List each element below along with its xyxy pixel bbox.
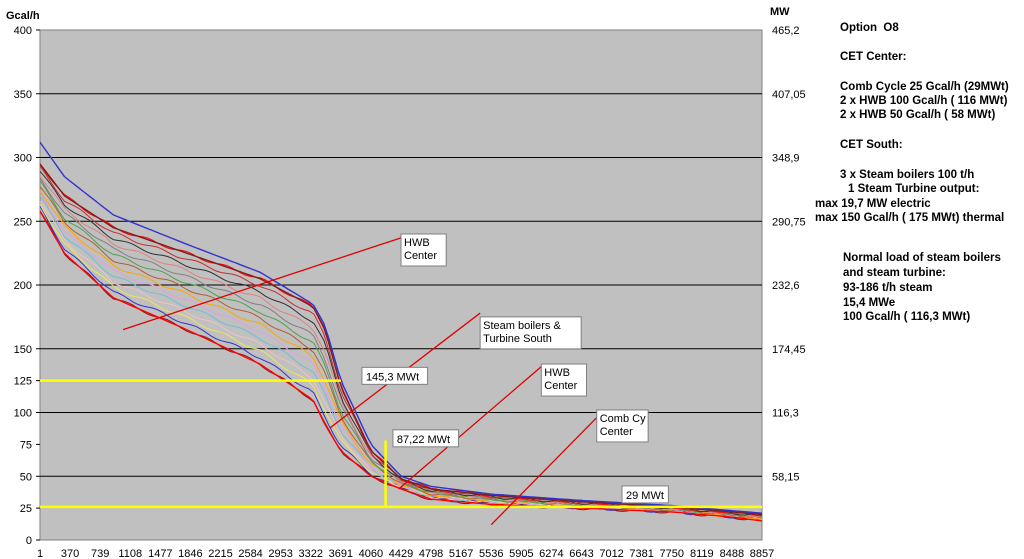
y-tick-label: 75	[20, 439, 32, 451]
right-tick-label: 348,9	[772, 153, 800, 165]
y-tick-label: 0	[26, 535, 32, 547]
annotations: 145,3 MWt 87,22 MWt 29 MWt	[361, 366, 669, 504]
right-axis-ticks: 465,2 407,05 348,9 290,75 232,6 174,45 116,3 58…	[772, 25, 806, 483]
center-line-3: 2 x HWB 50 Gcal/h ( 58 MWt)	[840, 109, 996, 121]
cet-center-heading: CET Center:	[840, 51, 907, 63]
series-line	[39, 210, 763, 522]
callout-box	[400, 233, 447, 267]
x-tick-label: 4429	[389, 548, 413, 559]
south-line-2: 1 Steam Turbine output:	[848, 183, 980, 195]
annotation-text: 145,3 MWt	[366, 371, 419, 383]
right-tick-label: 407,05	[772, 89, 806, 101]
y-tick-label: 25	[20, 503, 32, 515]
x-tick-label: 3322	[299, 548, 323, 559]
normal-line-5: 100 Gcal/h ( 116,3 MWt)	[843, 311, 971, 323]
left-axis-label: Gcal/h	[6, 10, 40, 22]
y-tick-label: 200	[14, 280, 32, 292]
series-line	[39, 163, 763, 516]
south-line-3: max 19,7 MW electric	[815, 198, 931, 210]
callout-text: Turbine South	[483, 333, 552, 345]
right-tick-label: 174,45	[772, 344, 806, 356]
annotation-text: 87,22 MWt	[397, 434, 450, 446]
callout-text: Comb Cy	[600, 413, 646, 425]
x-tick-label: 739	[91, 548, 109, 559]
x-tick-label: 1846	[178, 548, 202, 559]
x-tick-label: 7750	[660, 548, 684, 559]
x-tick-label: 3691	[329, 548, 353, 559]
series-line	[39, 141, 763, 514]
curves	[39, 141, 763, 522]
cet-south-heading: CET South:	[840, 139, 903, 151]
x-tick-label: 4798	[419, 548, 443, 559]
x-tick-label: 5905	[509, 548, 533, 559]
x-tick-label: 370	[61, 548, 79, 559]
reference-lines	[40, 379, 762, 509]
annotation-box	[361, 366, 429, 385]
center-line-2: 2 x HWB 100 Gcal/h ( 116 MWt)	[840, 95, 1008, 107]
callout-text: HWB	[544, 367, 570, 379]
y-tick-label: 125	[14, 376, 32, 388]
normal-line-3: 93-186 t/h steam	[843, 282, 933, 294]
x-tick-label: 6643	[569, 548, 593, 559]
left-axis-ticks: 0 25 50 75 100 125 150 200 250 300 350 400	[14, 25, 40, 547]
callout-text: HWB	[404, 237, 430, 249]
annotation-box	[392, 429, 460, 448]
callout-leader	[122, 237, 402, 331]
x-tick-label: 8119	[690, 548, 714, 559]
y-tick-label: 350	[14, 89, 32, 101]
series-line	[39, 177, 763, 519]
callout-box	[596, 409, 649, 443]
south-line-1: 3 x Steam boilers 100 t/h	[840, 169, 975, 181]
x-tick-label: 1108	[118, 548, 142, 559]
x-tick-label: 1477	[148, 548, 172, 559]
y-tick-label: 100	[14, 408, 32, 420]
callout-text: Steam boilers &	[483, 320, 561, 332]
x-tick-label: 5167	[449, 548, 473, 559]
center-line-1: Comb Cycle 25 Gcal/h (29MWt)	[840, 81, 1009, 93]
right-tick-label: 232,6	[772, 280, 800, 292]
x-axis-ticks: 1 370 739 1108 1477 1846 2215 2584 2953 3322 3691 4…	[37, 548, 774, 559]
x-tick-label: 5536	[479, 548, 503, 559]
right-tick-label: 465,2	[772, 25, 800, 37]
x-tick-label: 7012	[599, 548, 623, 559]
x-tick-label: 8857	[750, 548, 774, 559]
callout-text: Center	[600, 426, 633, 438]
x-tick-label: 2215	[208, 548, 232, 559]
option-label: Option O8	[840, 22, 899, 34]
normal-line-4: 15,4 MWe	[843, 297, 896, 309]
callout-text: Center	[544, 380, 577, 392]
y-tick-label: 250	[14, 216, 32, 228]
south-line-4: max 150 Gcal/h ( 175 MWt) thermal	[815, 212, 1005, 224]
right-tick-label: 290,75	[772, 216, 806, 228]
x-tick-label: 1	[37, 548, 43, 559]
x-tick-label: 7381	[629, 548, 653, 559]
x-tick-label: 6274	[539, 548, 563, 559]
callout-box	[479, 316, 582, 350]
callout-leader	[398, 366, 542, 490]
callout-leader	[490, 417, 598, 526]
normal-line-2: and steam turbine:	[843, 267, 946, 279]
y-tick-label: 50	[20, 471, 32, 483]
callout-box	[540, 363, 588, 397]
y-tick-label: 150	[14, 344, 32, 356]
y-tick-label: 400	[14, 25, 32, 37]
right-axis-label: MW	[770, 6, 790, 18]
x-tick-label: 8488	[720, 548, 744, 559]
x-tick-label: 4060	[359, 548, 383, 559]
right-tick-label: 116,3	[772, 408, 799, 420]
x-tick-label: 2584	[238, 548, 262, 559]
y-tick-label: 300	[14, 153, 32, 165]
annotation-box	[621, 485, 669, 504]
right-tick-label: 58,15	[772, 471, 800, 483]
x-tick-label: 2953	[268, 548, 292, 559]
callout-text: Center	[404, 250, 437, 262]
normal-line-1: Normal load of steam boilers	[843, 252, 1001, 264]
annotation-text: 29 MWt	[626, 490, 664, 502]
